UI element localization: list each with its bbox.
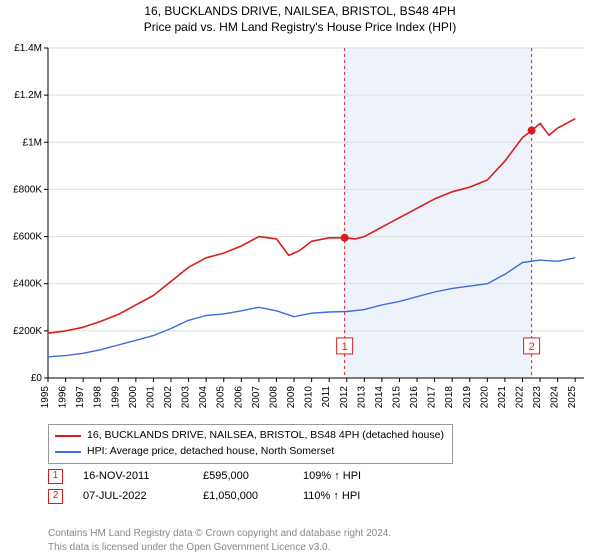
svg-text:2025: 2025 — [567, 386, 578, 409]
svg-text:£1.4M: £1.4M — [14, 43, 42, 54]
svg-text:£200K: £200K — [13, 326, 42, 337]
footer: Contains HM Land Registry data © Crown c… — [48, 527, 391, 554]
line-chart: £0 £200K £400K £600K £800K £1M £1.2M £1.4M 1995 1… — [0, 40, 600, 420]
svg-text:2013: 2013 — [356, 386, 367, 409]
legend-item: 16, BUCKLANDS DRIVE, NAILSEA, BRISTOL, B… — [55, 428, 444, 444]
sale-row: 2 07-JUL-2022 £1,050,000 110% ↑ HPI — [48, 486, 403, 506]
sale-date: 07-JUL-2022 — [83, 490, 183, 502]
svg-text:2005: 2005 — [216, 386, 227, 409]
svg-text:£1M: £1M — [23, 137, 42, 148]
svg-text:2018: 2018 — [444, 386, 455, 409]
footer-line1: Contains HM Land Registry data © Crown c… — [48, 527, 391, 541]
svg-text:2014: 2014 — [374, 386, 385, 409]
title-address: 16, BUCKLANDS DRIVE, NAILSEA, BRISTOL, B… — [0, 4, 600, 18]
chart-container: 16, BUCKLANDS DRIVE, NAILSEA, BRISTOL, B… — [0, 0, 600, 560]
svg-text:2010: 2010 — [304, 386, 315, 409]
svg-text:2023: 2023 — [532, 386, 543, 409]
sale-price: £595,000 — [203, 470, 283, 482]
legend-swatch — [55, 451, 81, 453]
svg-text:2009: 2009 — [286, 386, 297, 409]
sale-date: 16-NOV-2011 — [83, 470, 183, 482]
svg-text:2003: 2003 — [181, 386, 192, 409]
sale-hpi: 110% ↑ HPI — [303, 490, 403, 502]
svg-text:2022: 2022 — [514, 386, 525, 409]
legend-label: HPI: Average price, detached house, Nort… — [87, 444, 334, 460]
svg-text:2017: 2017 — [427, 386, 438, 409]
svg-text:2015: 2015 — [391, 386, 402, 409]
svg-text:1996: 1996 — [58, 386, 69, 409]
chart-area: £0 £200K £400K £600K £800K £1M £1.2M £1.4M 1995 1… — [0, 40, 600, 420]
svg-text:1999: 1999 — [110, 386, 121, 409]
svg-text:1997: 1997 — [75, 386, 86, 409]
svg-text:2004: 2004 — [198, 386, 209, 409]
svg-text:2008: 2008 — [268, 386, 279, 409]
svg-text:£1.2M: £1.2M — [14, 90, 42, 101]
svg-text:2002: 2002 — [163, 386, 174, 409]
svg-text:2011: 2011 — [321, 386, 332, 408]
legend-label: 16, BUCKLANDS DRIVE, NAILSEA, BRISTOL, B… — [87, 428, 444, 444]
svg-text:2021: 2021 — [497, 386, 508, 409]
sale-hpi: 109% ↑ HPI — [303, 470, 403, 482]
svg-text:£0: £0 — [31, 373, 43, 384]
svg-text:2016: 2016 — [409, 386, 420, 409]
svg-text:1995: 1995 — [40, 386, 51, 409]
svg-text:2019: 2019 — [462, 386, 473, 409]
svg-text:2024: 2024 — [550, 386, 561, 409]
svg-text:2012: 2012 — [339, 386, 350, 409]
footer-line2: This data is licensed under the Open Gov… — [48, 541, 391, 555]
legend-swatch — [55, 435, 81, 437]
legend: 16, BUCKLANDS DRIVE, NAILSEA, BRISTOL, B… — [48, 424, 453, 464]
svg-text:£400K: £400K — [13, 279, 42, 290]
sales-list: 1 16-NOV-2011 £595,000 109% ↑ HPI 2 07-JUL-20… — [48, 466, 403, 506]
titles: 16, BUCKLANDS DRIVE, NAILSEA, BRISTOL, B… — [0, 0, 600, 34]
svg-text:2020: 2020 — [479, 386, 490, 409]
svg-text:2006: 2006 — [233, 386, 244, 409]
legend-item: HPI: Average price, detached house, Nort… — [55, 444, 444, 460]
svg-text:2007: 2007 — [251, 386, 262, 409]
svg-text:2001: 2001 — [145, 386, 156, 409]
sale-price: £1,050,000 — [203, 490, 283, 502]
sale-badge: 2 — [48, 489, 63, 504]
title-subtitle: Price paid vs. HM Land Registry's House … — [0, 20, 600, 34]
sale-badge: 1 — [48, 469, 63, 484]
svg-text:2000: 2000 — [128, 386, 139, 409]
svg-text:1: 1 — [342, 341, 348, 353]
svg-text:2: 2 — [529, 341, 535, 353]
svg-text:£600K: £600K — [13, 232, 42, 243]
svg-text:£800K: £800K — [13, 184, 42, 195]
svg-text:1998: 1998 — [93, 386, 104, 409]
sale-row: 1 16-NOV-2011 £595,000 109% ↑ HPI — [48, 466, 403, 486]
